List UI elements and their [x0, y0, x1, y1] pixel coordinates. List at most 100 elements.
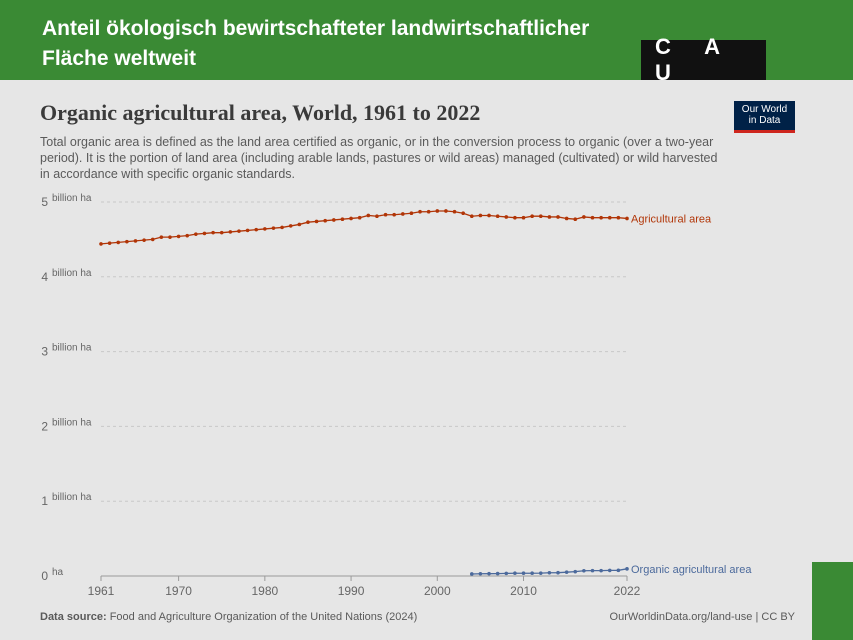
y-axis-labels: 0 ha 1 billion ha 2 billion ha 3 billion ha 4 bil…: [41, 193, 92, 583]
y-tick-label: 3: [41, 345, 48, 359]
data-point: [564, 216, 569, 221]
data-point: [383, 212, 388, 217]
data-point: [461, 211, 465, 216]
data-point: [142, 238, 146, 242]
data-point: [340, 217, 345, 222]
chart-subtitle: Total organic area is defined as the lan…: [40, 135, 718, 181]
data-point: [168, 235, 172, 239]
series-label: Organic agricultural area: [631, 564, 752, 576]
data-source-text: Food and Agriculture Organization of the…: [109, 611, 418, 623]
data-point: [228, 230, 233, 234]
data-point: [495, 214, 500, 219]
data-point: [495, 571, 500, 576]
data-point: [99, 242, 103, 246]
data-point: [245, 228, 250, 233]
data-point: [599, 568, 603, 573]
banner: Anteil ökologisch bewirtschafteter landw…: [0, 0, 853, 85]
data-point: [487, 571, 491, 576]
y-tick-label: 5: [41, 195, 48, 209]
data-point: [607, 215, 612, 220]
data-point: [409, 211, 414, 216]
data-point: [521, 571, 526, 576]
x-tick-label: 1961: [88, 584, 115, 598]
data-point: [401, 212, 405, 216]
y-tick-label: 0: [41, 569, 48, 583]
cau-logo-text: C A U: [655, 34, 734, 85]
green-accent-block: [812, 562, 853, 640]
data-point: [607, 568, 612, 573]
data-point: [556, 570, 560, 575]
x-tick-label: 1990: [338, 584, 365, 598]
data-point: [263, 227, 267, 231]
data-point: [185, 233, 190, 238]
data-point: [599, 215, 603, 220]
data-point: [504, 571, 509, 576]
series-labels: Agricultural area Organic agricultural ar…: [631, 213, 752, 575]
data-point: [530, 571, 534, 576]
data-point: [306, 220, 310, 224]
owid-logo-line1: Our World: [741, 104, 788, 115]
series-label: Agricultural area: [631, 213, 712, 225]
owid-logo[interactable]: Our World in Data: [734, 101, 795, 133]
y-tick-unit: billion ha: [52, 268, 92, 279]
y-tick-unit: billion ha: [52, 492, 92, 503]
data-point: [504, 215, 509, 219]
data-point: [237, 229, 241, 233]
data-point: [435, 209, 440, 213]
data-point: [211, 230, 215, 235]
data-point: [513, 571, 517, 576]
data-point: [487, 213, 491, 218]
x-tick-label: 1970: [165, 584, 192, 598]
data-point: [616, 215, 621, 220]
data-point: [478, 571, 483, 576]
data-point: [625, 567, 629, 571]
data-point: [538, 571, 543, 575]
data-point: [366, 213, 371, 218]
data-point: [133, 239, 138, 243]
data-point: [478, 213, 483, 218]
data-point: [469, 572, 474, 576]
data-point: [418, 209, 422, 214]
data-point: [444, 209, 448, 213]
data-point: [176, 234, 181, 239]
data-point: [349, 216, 353, 221]
data-point: [452, 209, 457, 214]
data-point: [297, 222, 302, 227]
cau-logo: C A U: [641, 34, 766, 85]
x-tick-label: 1980: [251, 584, 278, 598]
y-tick-unit: billion ha: [52, 417, 92, 428]
x-tick-label: 2022: [614, 584, 641, 598]
owid-logo-line2: in Data: [748, 115, 781, 126]
data-point: [254, 227, 259, 232]
data-point: [616, 568, 621, 573]
data-point: [573, 217, 578, 222]
data-point: [573, 569, 578, 574]
data-point: [159, 235, 164, 239]
data-point: [357, 215, 362, 220]
data-point: [314, 219, 319, 224]
data-point: [469, 214, 474, 219]
y-tick-label: 1: [41, 494, 48, 508]
data-point: [323, 218, 327, 223]
data-point: [116, 240, 121, 245]
x-tick-label: 2000: [424, 584, 451, 598]
data-point: [219, 230, 224, 235]
license-link[interactable]: OurWorldinData.org/land-use | CC BY: [609, 611, 795, 623]
data-point: [530, 214, 534, 219]
data-point: [426, 209, 431, 214]
data-point: [107, 241, 112, 245]
data-point: [582, 568, 586, 573]
data-point: [590, 215, 595, 220]
data-source-label: Data source:: [40, 611, 107, 623]
series-lines: [99, 209, 629, 576]
data-point: [513, 215, 517, 220]
data-point: [288, 224, 293, 228]
data-point: [202, 231, 207, 236]
y-tick-unit: billion ha: [52, 343, 92, 354]
data-point: [194, 232, 198, 236]
y-tick-label: 2: [41, 419, 48, 433]
y-tick-unit: ha: [52, 567, 64, 578]
x-tick-label: 2010: [510, 584, 537, 598]
data-point: [271, 226, 276, 230]
data-point: [150, 237, 155, 242]
